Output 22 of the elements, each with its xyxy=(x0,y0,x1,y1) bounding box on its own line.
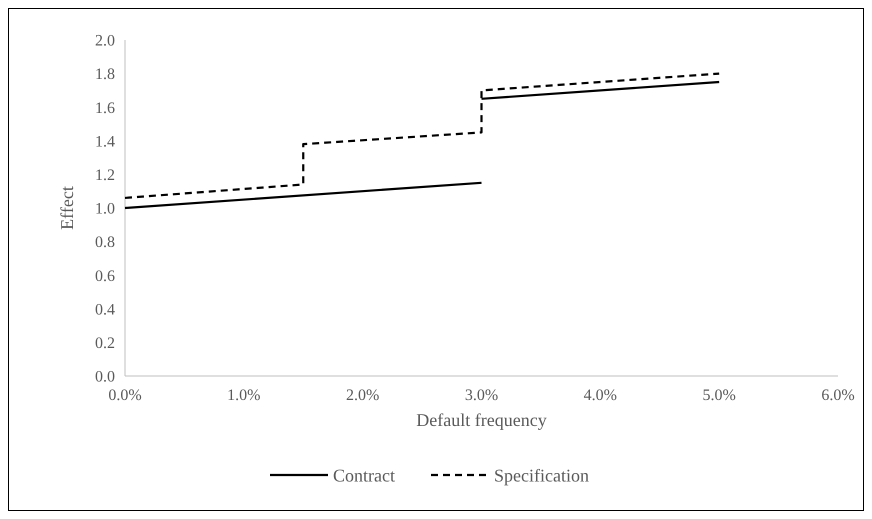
legend-label: Specification xyxy=(494,465,589,486)
x-tick-label: 2.0% xyxy=(346,387,380,404)
x-tick-label: 0.0% xyxy=(108,387,142,404)
x-tick-label: 5.0% xyxy=(702,387,736,404)
x-tick-label: 6.0% xyxy=(821,387,855,404)
y-tick-label: 1.4 xyxy=(95,133,115,150)
y-tick-label: 0.0 xyxy=(95,368,115,386)
y-tick-label: 1.2 xyxy=(95,167,115,184)
legend-label: Contract xyxy=(333,465,395,486)
y-tick-label: 0.6 xyxy=(95,268,115,285)
y-tick-label: 2.0 xyxy=(95,32,115,50)
y-tick-label: 1.8 xyxy=(95,66,115,84)
x-tick-label: 3.0% xyxy=(464,387,498,404)
y-axis-title: Effect xyxy=(57,186,77,230)
x-axis-title: Default frequency xyxy=(416,410,547,430)
x-tick-label: 1.0% xyxy=(227,387,260,404)
y-tick-label: 1.0 xyxy=(95,200,115,218)
y-tick-label: 0.8 xyxy=(95,234,115,252)
x-tick-label: 4.0% xyxy=(584,387,617,404)
y-tick-label: 0.4 xyxy=(95,301,115,318)
y-tick-label: 0.2 xyxy=(95,335,115,352)
y-tick-label: 1.6 xyxy=(95,100,115,117)
